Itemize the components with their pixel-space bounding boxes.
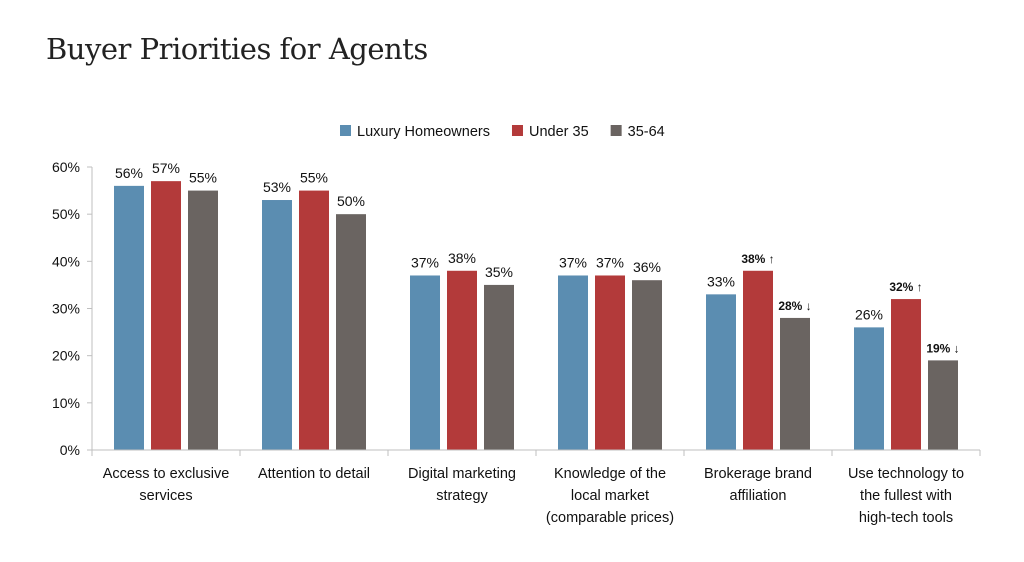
y-tick-label: 0% [60, 442, 80, 458]
bar-mid [632, 280, 662, 450]
y-tick-label: 20% [52, 348, 80, 364]
data-labels: 56% 53% 37% 37% 33% 26% 57% 55% 38% 37% 38% ↑ 32% ↑… [115, 160, 960, 355]
data-label: 26% [855, 306, 883, 322]
data-label: 37% [411, 254, 439, 270]
y-tick-label: 40% [52, 253, 80, 269]
y-tick-label: 60% [52, 159, 80, 175]
bar-under35 [151, 181, 181, 450]
bar-mid [336, 214, 366, 450]
bar-luxury [854, 327, 884, 450]
data-label: 32% ↑ [889, 280, 922, 294]
bar-under35 [891, 299, 921, 450]
bar-luxury [706, 294, 736, 450]
bar-luxury [558, 275, 588, 450]
category-label: Brokerage brand affiliation [704, 466, 812, 504]
bar-mid [928, 360, 958, 450]
x-axis: Access to exclusive services Attention to … [91, 449, 981, 526]
bar-luxury [262, 200, 292, 450]
category-label: Access to exclusive services [103, 466, 230, 504]
legend-label: 35-64 [628, 124, 665, 140]
data-label: 28% ↓ [778, 299, 811, 313]
bar-mid [484, 284, 514, 450]
legend-swatch [610, 125, 622, 136]
chart-title: Buyer Priorities for Agents [46, 32, 428, 66]
data-label: 38% ↑ [741, 252, 774, 266]
bar-under35 [299, 190, 329, 451]
legend: Luxury Homeowners Under 35 35-64 [340, 124, 665, 140]
bar-under35 [447, 270, 477, 450]
category-label: Digital marketing strategy [408, 466, 516, 504]
y-tick-label: 50% [52, 206, 80, 222]
bar-under35 [595, 275, 625, 450]
bars [114, 181, 958, 451]
data-label: 50% [337, 193, 365, 209]
data-label: 55% [189, 170, 217, 186]
category-label: Attention to detail [258, 466, 370, 482]
data-label: 37% [559, 254, 587, 270]
data-label: 53% [263, 179, 291, 195]
legend-swatch [511, 125, 523, 136]
bar-mid [188, 190, 218, 451]
data-label: 19% ↓ [926, 341, 959, 355]
legend-swatch [340, 125, 351, 136]
data-label: 35% [485, 264, 513, 280]
data-label: 33% [707, 273, 735, 289]
data-label: 37% [596, 254, 624, 270]
legend-label: Luxury Homeowners [357, 124, 490, 140]
data-label: 55% [300, 170, 328, 186]
data-label: 36% [633, 259, 661, 275]
bar-luxury [114, 185, 144, 450]
bar-mid [780, 317, 810, 450]
bar-luxury [410, 275, 440, 450]
category-label: Use technology to the fullest with high-te… [848, 466, 964, 526]
y-tick-label: 30% [52, 301, 80, 317]
y-axis: 0% 10% 20% 30% 40% 50% 60% [52, 159, 93, 458]
bar-under35 [743, 270, 773, 450]
y-tick-label: 10% [52, 395, 80, 411]
data-label: 57% [152, 160, 180, 176]
data-label: 38% [448, 250, 476, 266]
category-label: Knowledge of the local market (comparable … [546, 466, 674, 526]
legend-label: Under 35 [529, 124, 589, 140]
data-label: 56% [115, 165, 143, 181]
